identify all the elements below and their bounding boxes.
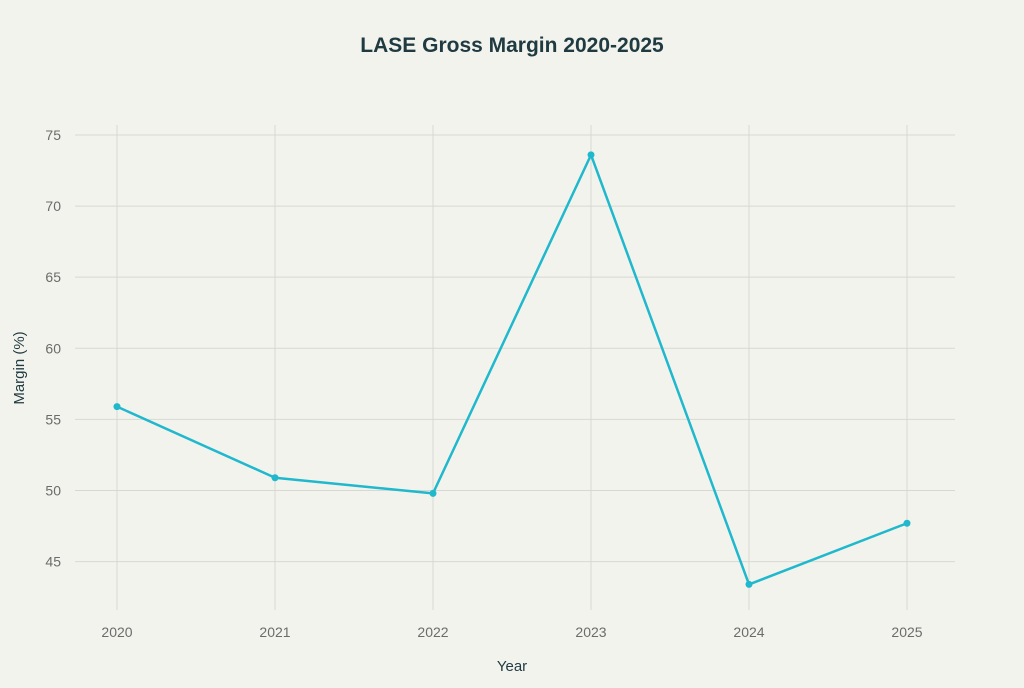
series-line	[116, 153, 908, 586]
y-tick-label: 45	[45, 554, 61, 570]
chart-title: LASE Gross Margin 2020-2025	[360, 34, 664, 57]
y-axis-ticks: 45 50 55 60 65 70 75	[45, 127, 61, 570]
data-point	[745, 580, 753, 588]
y-tick-label: 55	[45, 411, 61, 427]
y-axis-label: Margin (%)	[11, 331, 28, 404]
x-axis-label: Year	[497, 658, 527, 675]
data-point	[429, 489, 437, 497]
x-tick-label: 2020	[101, 624, 132, 640]
y-tick-label: 60	[45, 340, 61, 356]
data-point	[587, 151, 595, 159]
data-point	[113, 403, 121, 411]
x-tick-label: 2024	[733, 624, 764, 640]
data-points	[113, 151, 911, 588]
y-tick-label: 50	[45, 483, 61, 499]
y-tick-label: 70	[45, 198, 61, 214]
grid	[75, 125, 955, 610]
data-point	[271, 474, 279, 482]
data-point	[903, 519, 911, 527]
y-tick-label: 75	[45, 127, 61, 143]
y-tick-label: 65	[45, 269, 61, 285]
x-tick-label: 2025	[891, 624, 922, 640]
x-tick-label: 2023	[575, 624, 606, 640]
x-tick-label: 2021	[259, 624, 290, 640]
x-axis-ticks: 2020 2021 2022 2023 2024 2025	[101, 624, 922, 640]
x-tick-label: 2022	[417, 624, 448, 640]
